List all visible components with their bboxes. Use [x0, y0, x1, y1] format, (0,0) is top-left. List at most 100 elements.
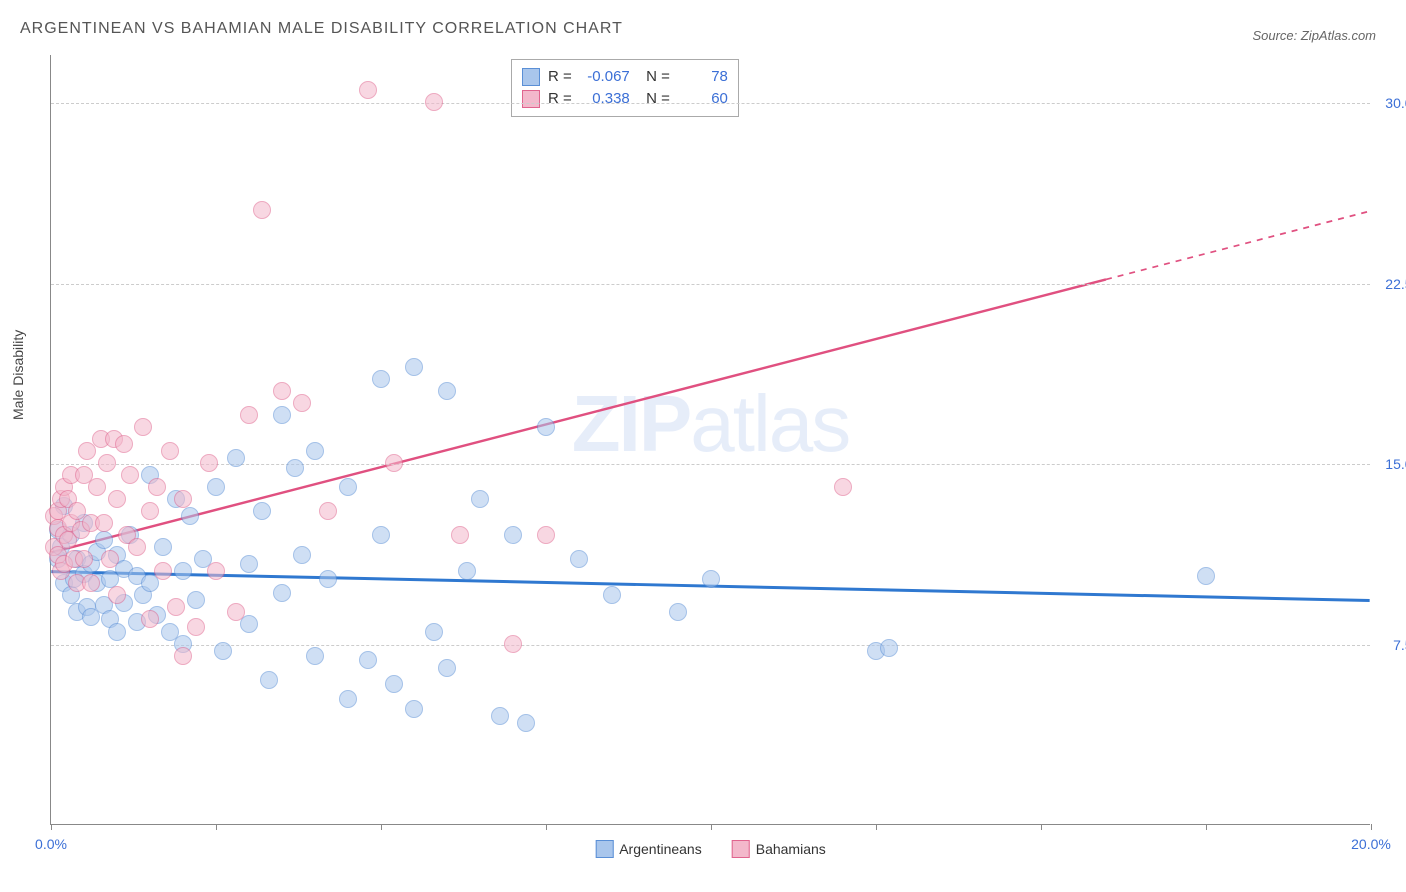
scatter-point: [181, 507, 199, 525]
scatter-point: [128, 538, 146, 556]
legend-item-0: Argentineans: [595, 840, 702, 858]
scatter-point: [359, 651, 377, 669]
scatter-point: [385, 675, 403, 693]
scatter-point: [339, 690, 357, 708]
scatter-point: [339, 478, 357, 496]
scatter-point: [227, 449, 245, 467]
scatter-point: [134, 418, 152, 436]
scatter-point: [95, 531, 113, 549]
scatter-point: [537, 418, 555, 436]
scatter-point: [207, 478, 225, 496]
scatter-point: [174, 562, 192, 580]
xtick: [711, 824, 712, 830]
scatter-point: [537, 526, 555, 544]
scatter-point: [372, 370, 390, 388]
gridline-h: [51, 464, 1370, 465]
scatter-point: [101, 550, 119, 568]
scatter-point: [240, 406, 258, 424]
chart-title: ARGENTINEAN VS BAHAMIAN MALE DISABILITY …: [20, 20, 623, 38]
scatter-point: [108, 586, 126, 604]
ytick-label: 7.5%: [1393, 637, 1406, 653]
scatter-point: [154, 538, 172, 556]
scatter-point: [834, 478, 852, 496]
watermark-text: ZIPatlas: [572, 378, 849, 470]
scatter-point: [187, 591, 205, 609]
scatter-point: [108, 623, 126, 641]
scatter-point: [273, 406, 291, 424]
scatter-point: [458, 562, 476, 580]
scatter-point: [82, 574, 100, 592]
scatter-point: [88, 478, 106, 496]
scatter-point: [98, 454, 116, 472]
watermark-light: atlas: [690, 379, 849, 468]
legend-swatch-0: [595, 840, 613, 858]
stats-legend-box: R = -0.067 N = 78 R = 0.338 N = 60: [511, 59, 739, 117]
scatter-point: [1197, 567, 1215, 585]
legend-label-0: Argentineans: [619, 841, 702, 857]
source-label: Source: ZipAtlas.com: [1252, 28, 1376, 43]
scatter-point: [121, 466, 139, 484]
scatter-point: [293, 394, 311, 412]
legend-item-1: Bahamians: [732, 840, 826, 858]
swatch-1: [522, 90, 540, 108]
scatter-point: [880, 639, 898, 657]
watermark-bold: ZIP: [572, 379, 690, 468]
scatter-point: [174, 490, 192, 508]
scatter-point: [471, 490, 489, 508]
scatter-point: [570, 550, 588, 568]
scatter-point: [260, 671, 278, 689]
y-axis-label: Male Disability: [10, 330, 26, 420]
scatter-point: [240, 555, 258, 573]
scatter-point: [286, 459, 304, 477]
xtick: [51, 824, 52, 830]
scatter-point: [207, 562, 225, 580]
gridline-h: [51, 645, 1370, 646]
scatter-point: [141, 610, 159, 628]
scatter-point: [319, 570, 337, 588]
ytick-label: 22.5%: [1385, 276, 1406, 292]
ytick-label: 15.0%: [1385, 456, 1406, 472]
scatter-point: [451, 526, 469, 544]
r-value-1: 0.338: [580, 88, 630, 110]
swatch-0: [522, 68, 540, 86]
scatter-point: [425, 623, 443, 641]
scatter-point: [227, 603, 245, 621]
gridline-h: [51, 103, 1370, 104]
scatter-point: [214, 642, 232, 660]
scatter-point: [293, 546, 311, 564]
scatter-point: [108, 490, 126, 508]
r-value-0: -0.067: [580, 66, 630, 88]
scatter-point: [273, 382, 291, 400]
xtick: [1041, 824, 1042, 830]
scatter-point: [319, 502, 337, 520]
r-label-1: R =: [548, 88, 572, 110]
scatter-point: [405, 358, 423, 376]
xtick: [216, 824, 217, 830]
stats-row-0: R = -0.067 N = 78: [522, 66, 728, 88]
scatter-point: [148, 478, 166, 496]
n-value-0: 78: [678, 66, 728, 88]
scatter-point: [273, 584, 291, 602]
scatter-point: [253, 502, 271, 520]
legend-swatch-1: [732, 840, 750, 858]
scatter-point: [174, 647, 192, 665]
stats-row-1: R = 0.338 N = 60: [522, 88, 728, 110]
scatter-point: [359, 81, 377, 99]
scatter-point: [491, 707, 509, 725]
scatter-point: [702, 570, 720, 588]
scatter-point: [504, 635, 522, 653]
xtick: [1371, 824, 1372, 830]
scatter-point: [438, 382, 456, 400]
scatter-point: [141, 502, 159, 520]
ytick-label: 30.0%: [1385, 95, 1406, 111]
n-value-1: 60: [678, 88, 728, 110]
scatter-point: [253, 201, 271, 219]
xtick-label: 20.0%: [1351, 836, 1391, 852]
scatter-point: [115, 435, 133, 453]
xtick: [1206, 824, 1207, 830]
scatter-point: [372, 526, 390, 544]
xtick: [546, 824, 547, 830]
scatter-point: [438, 659, 456, 677]
scatter-point: [161, 442, 179, 460]
r-label-0: R =: [548, 66, 572, 88]
